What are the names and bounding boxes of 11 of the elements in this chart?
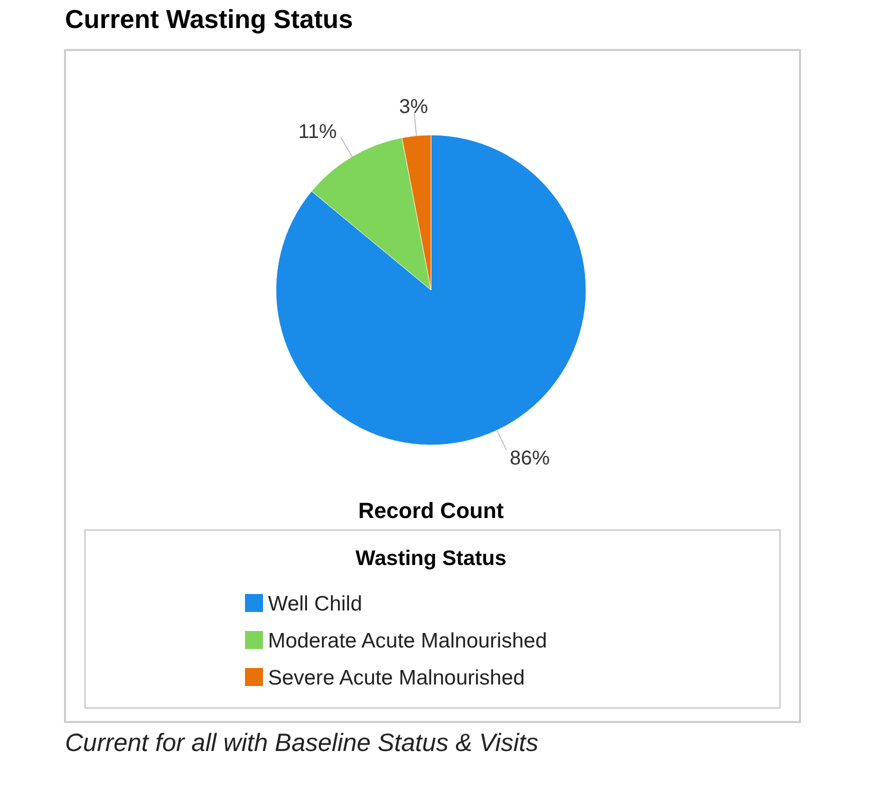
legend-label: Well Child bbox=[268, 592, 362, 616]
data-label: 11% bbox=[298, 120, 338, 143]
legend-label: Moderate Acute Malnourished bbox=[268, 629, 547, 652]
legend-label: Severe Acute Malnourished bbox=[268, 666, 525, 690]
pie-slice bbox=[311, 137, 432, 290]
data-label: 3% bbox=[399, 96, 428, 118]
data-label: 86% bbox=[510, 447, 550, 470]
chart-title: Current Wasting Status bbox=[65, 4, 353, 34]
text: Record Count bbox=[358, 498, 504, 523]
legend-title: Wasting Status bbox=[356, 547, 506, 570]
text: Current for all with Baseline Status & Visits bbox=[65, 729, 538, 757]
